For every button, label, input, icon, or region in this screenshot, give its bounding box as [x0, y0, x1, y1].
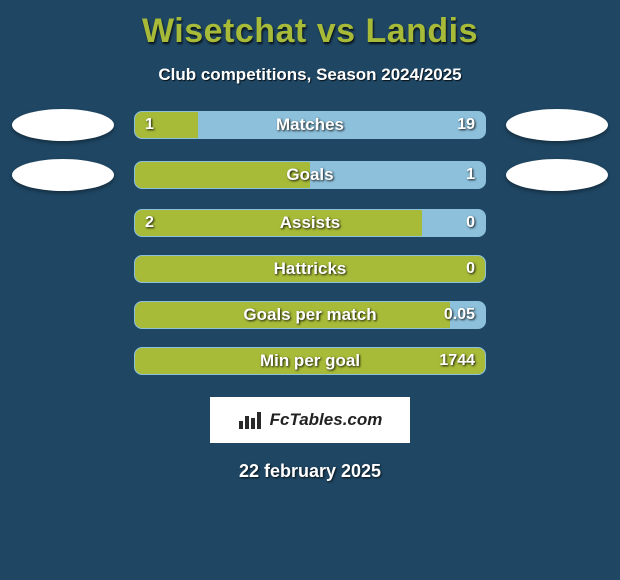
stat-row: 2Assists0	[12, 209, 608, 237]
stat-bar: Min per goal1744	[134, 347, 486, 375]
stat-value-right: 1	[466, 162, 475, 188]
stat-bar-fill	[135, 302, 450, 328]
stat-value-right: 0	[466, 210, 475, 236]
team-logo-left	[12, 109, 114, 141]
stat-row: 1Matches19	[12, 109, 608, 141]
stat-row: Min per goal1744	[12, 347, 608, 375]
stat-value-right: 0	[466, 256, 475, 282]
team-logo-right	[506, 159, 608, 191]
stat-value-left: 2	[145, 210, 154, 236]
comparison-infographic: Wisetchat vs Landis Club competitions, S…	[0, 0, 620, 580]
stat-bar-fill	[135, 210, 422, 236]
stat-bar: Goals1	[134, 161, 486, 189]
page-title: Wisetchat vs Landis	[12, 12, 608, 51]
date-text: 22 february 2025	[12, 461, 608, 482]
stat-row: Goals1	[12, 159, 608, 191]
stat-value-left: 1	[145, 112, 154, 138]
stat-row: Goals per match0.05	[12, 301, 608, 329]
team-logo-right	[506, 109, 608, 141]
stat-bar-fill	[135, 348, 485, 374]
stat-row: Hattricks0	[12, 255, 608, 283]
stat-bar-fill	[135, 162, 310, 188]
team-logo-left	[12, 159, 114, 191]
subtitle: Club competitions, Season 2024/2025	[12, 65, 608, 85]
source-badge-text: FcTables.com	[270, 410, 383, 430]
stat-bar: Hattricks0	[134, 255, 486, 283]
stat-bar: 2Assists0	[134, 209, 486, 237]
stat-rows: 1Matches19 Goals1 2Assists0 Hattricks0 Goals…	[12, 109, 608, 375]
stat-bar: Goals per match0.05	[134, 301, 486, 329]
source-badge: FcTables.com	[210, 397, 410, 443]
stat-value-right: 0.05	[444, 302, 475, 328]
stat-bar-fill	[135, 256, 485, 282]
stat-value-right: 19	[457, 112, 475, 138]
stat-bar: 1Matches19	[134, 111, 486, 139]
stat-value-right: 1744	[439, 348, 475, 374]
barchart-icon	[238, 410, 264, 430]
